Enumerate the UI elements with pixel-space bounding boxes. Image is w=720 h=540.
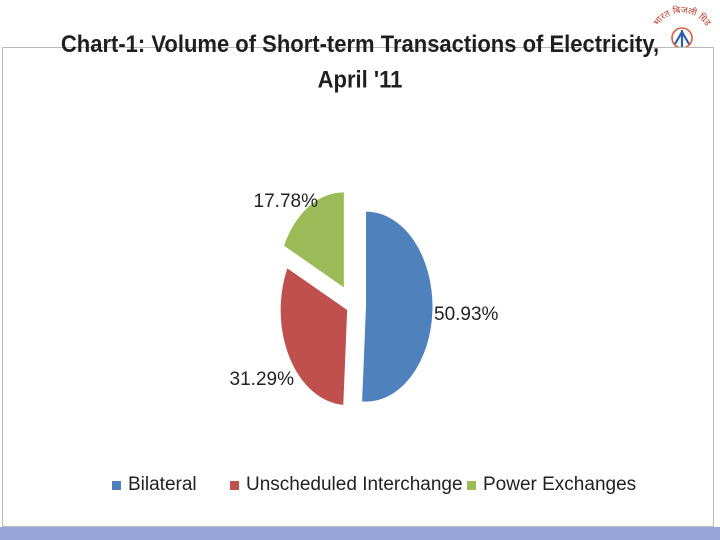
legend-item-unscheduled-interchange: Unscheduled Interchange <box>230 474 463 496</box>
data-label-unscheduled-interchange: 31.29% <box>230 369 295 390</box>
chart-title: Chart-1: Volume of Short-term Transactio… <box>0 27 720 97</box>
chart-title-line-2: April '11 <box>317 65 403 93</box>
legend-swatch-bilateral <box>112 480 121 490</box>
logo: भारत बिजली ग्रिड <box>652 4 712 53</box>
pie-slice-bilateral <box>362 211 433 402</box>
legend-swatch-power-exchanges <box>467 480 476 490</box>
chart-frame <box>2 47 714 527</box>
data-label-power-exchanges: 17.78% <box>254 191 319 212</box>
pie-slice-power-exchanges <box>284 192 344 288</box>
chart-legend: Bilateral Unscheduled Interchange Power Ex… <box>112 474 672 498</box>
legend-swatch-unscheduled-interchange <box>230 480 239 490</box>
pie-slice-unscheduled-interchange <box>280 268 348 405</box>
legend-label-bilateral: Bilateral <box>128 474 197 495</box>
legend-item-power-exchanges: Power Exchanges <box>467 474 636 496</box>
legend-label-power-exchanges: Power Exchanges <box>483 474 637 495</box>
bottom-bar <box>0 527 720 540</box>
legend-label-unscheduled-interchange: Unscheduled Interchange <box>246 474 463 495</box>
chart-title-line-1: Chart-1: Volume of Short-term Transactio… <box>60 30 660 58</box>
data-label-bilateral: 50.93% <box>434 304 499 325</box>
legend-item-bilateral: Bilateral <box>112 474 197 496</box>
